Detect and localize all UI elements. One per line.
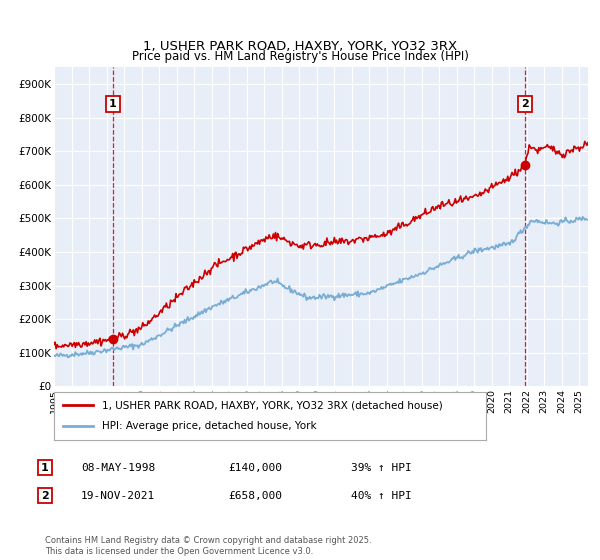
Text: 1, USHER PARK ROAD, HAXBY, YORK, YO32 3RX: 1, USHER PARK ROAD, HAXBY, YORK, YO32 3R… <box>143 40 457 53</box>
Text: £658,000: £658,000 <box>228 491 282 501</box>
Text: 2: 2 <box>521 99 529 109</box>
Text: 40% ↑ HPI: 40% ↑ HPI <box>351 491 412 501</box>
Text: Contains HM Land Registry data © Crown copyright and database right 2025.
This d: Contains HM Land Registry data © Crown c… <box>45 536 371 556</box>
Text: HPI: Average price, detached house, York: HPI: Average price, detached house, York <box>101 421 316 431</box>
Text: 2: 2 <box>41 491 49 501</box>
Text: 19-NOV-2021: 19-NOV-2021 <box>81 491 155 501</box>
Text: 08-MAY-1998: 08-MAY-1998 <box>81 463 155 473</box>
Text: 1, USHER PARK ROAD, HAXBY, YORK, YO32 3RX (detached house): 1, USHER PARK ROAD, HAXBY, YORK, YO32 3R… <box>101 400 442 410</box>
Text: 1: 1 <box>109 99 117 109</box>
Text: 1: 1 <box>41 463 49 473</box>
Text: £140,000: £140,000 <box>228 463 282 473</box>
Text: 39% ↑ HPI: 39% ↑ HPI <box>351 463 412 473</box>
Text: Price paid vs. HM Land Registry's House Price Index (HPI): Price paid vs. HM Land Registry's House … <box>131 50 469 63</box>
